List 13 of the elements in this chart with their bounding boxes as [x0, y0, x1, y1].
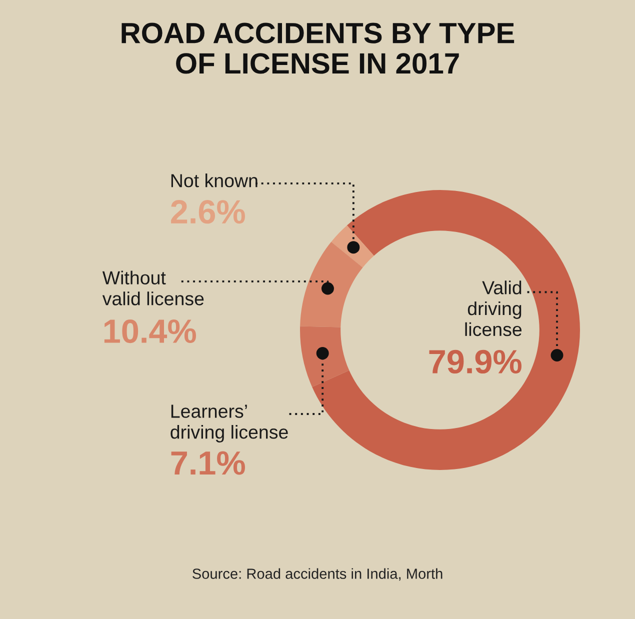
donut-slice	[300, 242, 363, 328]
slice-label: Not known	[171, 174, 258, 188]
data-label: 79.9%	[429, 350, 522, 374]
slice-label: Learners’ driving license	[170, 404, 288, 442]
data-label: 10.4%	[104, 319, 196, 344]
source-note: Source: Road accidents in India, Morth	[192, 568, 442, 581]
donut-slice	[312, 190, 580, 470]
slice-label: Valid driving license	[465, 280, 522, 336]
chart-title: ROAD ACCIDENTS BY TYPE OF LICENSE IN 2017	[122, 22, 514, 74]
donut-slice	[300, 326, 350, 387]
slice-label: Without valid license	[102, 270, 204, 306]
data-label: 2.6%	[171, 200, 245, 224]
data-label: 7.1%	[171, 451, 245, 475]
